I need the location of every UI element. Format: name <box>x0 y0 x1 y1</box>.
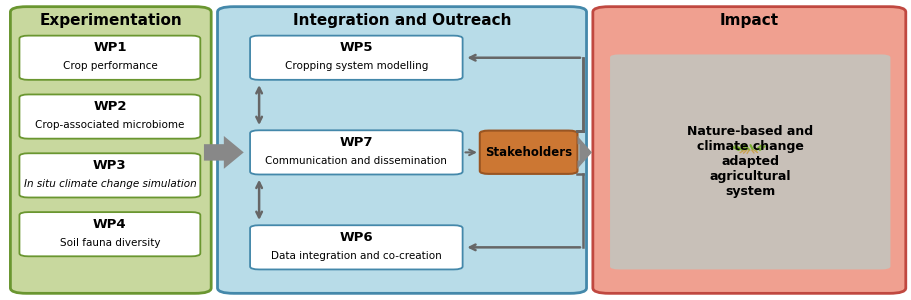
FancyBboxPatch shape <box>251 130 463 175</box>
Text: Stakeholders: Stakeholders <box>485 146 572 159</box>
Text: Integration and Outreach: Integration and Outreach <box>292 13 511 28</box>
FancyBboxPatch shape <box>19 94 200 139</box>
FancyBboxPatch shape <box>19 153 200 197</box>
Text: WP1: WP1 <box>93 41 127 54</box>
Polygon shape <box>204 136 244 169</box>
Text: Data integration and co-creation: Data integration and co-creation <box>271 251 442 261</box>
Text: Crop performance: Crop performance <box>63 61 158 71</box>
FancyBboxPatch shape <box>610 54 890 269</box>
FancyBboxPatch shape <box>19 36 200 80</box>
Text: WP5: WP5 <box>340 41 374 54</box>
FancyBboxPatch shape <box>593 7 906 293</box>
Text: In situ climate change simulation: In situ climate change simulation <box>24 179 196 189</box>
Text: WP2: WP2 <box>93 100 127 113</box>
FancyBboxPatch shape <box>19 212 200 256</box>
Text: WP6: WP6 <box>340 231 374 244</box>
Text: Crop-associated microbiome: Crop-associated microbiome <box>36 120 185 130</box>
FancyBboxPatch shape <box>251 36 463 80</box>
FancyBboxPatch shape <box>251 225 463 269</box>
Text: Impact: Impact <box>720 13 779 28</box>
FancyBboxPatch shape <box>218 7 587 293</box>
Text: Soil fauna diversity: Soil fauna diversity <box>59 238 160 248</box>
Text: WP3: WP3 <box>93 159 127 172</box>
Text: Nature-based and
climate change
adapted
agricultural
system: Nature-based and climate change adapted … <box>687 125 814 198</box>
FancyBboxPatch shape <box>480 130 578 174</box>
Text: WP4: WP4 <box>93 218 127 231</box>
FancyBboxPatch shape <box>10 7 211 293</box>
Text: Experimentation: Experimentation <box>39 13 182 28</box>
Text: WP7: WP7 <box>340 136 374 149</box>
Text: Communication and dissemination: Communication and dissemination <box>265 156 447 166</box>
Polygon shape <box>578 136 592 169</box>
Text: Cropping system modelling: Cropping system modelling <box>284 61 428 71</box>
